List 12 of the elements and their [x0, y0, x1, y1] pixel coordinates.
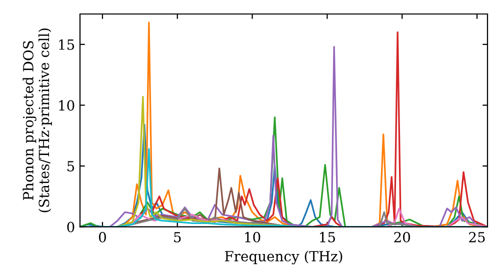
x-tick-label: 0 [98, 232, 106, 242]
x-tick-label: 5 [174, 232, 181, 242]
y-tick-label: 5 [67, 161, 74, 172]
x-axis-title: Frequency (THz) [224, 250, 342, 264]
x-tick-label: 15 [320, 232, 335, 242]
y-tick-label: 0 [67, 222, 74, 232]
x-tick-label: 10 [245, 232, 260, 242]
y-axis-title: Phonon projected DOS (States/THz·primitive cell) [22, 28, 52, 212]
y-tick-label: 15 [59, 39, 74, 50]
x-tick-label: 25 [469, 232, 485, 242]
y-tick-label: 10 [59, 100, 74, 111]
x-tick-label: 20 [394, 232, 410, 242]
